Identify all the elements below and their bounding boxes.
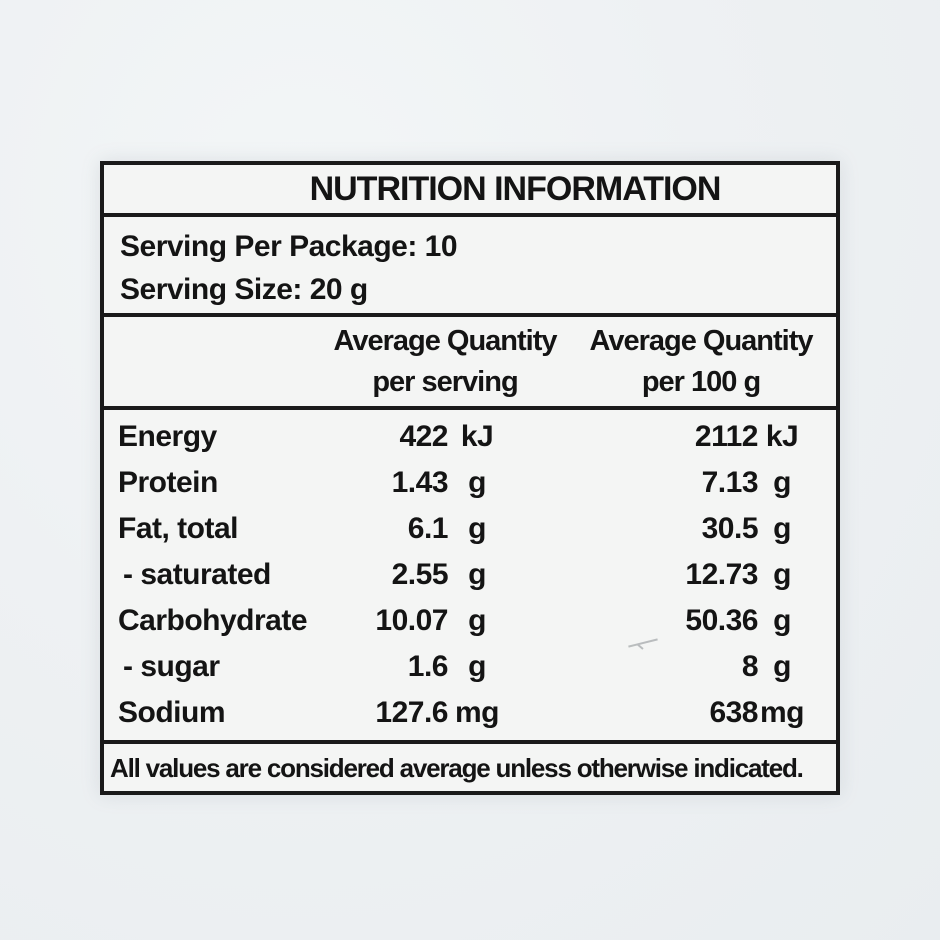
per-100g-unit: g bbox=[773, 512, 791, 545]
per-serving-value: 1.43 bbox=[391, 466, 449, 499]
serving-per-package: Serving Per Package: 10 bbox=[120, 230, 458, 263]
footnote-text: All values are considered average unless… bbox=[110, 753, 804, 783]
nutrient-row-fat-total: Fat, total 6.1 g 30.5 g bbox=[104, 506, 836, 552]
footnote-row: All values are considered average unless… bbox=[104, 744, 836, 791]
per-serving-value: 2.55 bbox=[391, 558, 449, 591]
per-100g-value: 8 bbox=[741, 650, 759, 683]
per-serving-unit: g bbox=[468, 512, 486, 545]
per-100g-value: 12.73 bbox=[685, 558, 758, 591]
per-serving-header-line1: Average Quantity bbox=[333, 325, 557, 357]
per-100g-unit: mg bbox=[760, 696, 805, 729]
per-serving-header-line2: per serving bbox=[372, 366, 518, 398]
nutrition-label: NUTRITION INFORMATION Serving Per Packag… bbox=[100, 161, 840, 795]
per-100g-value: 30.5 bbox=[701, 512, 759, 545]
nutrient-name: Energy bbox=[118, 420, 217, 453]
per-serving-unit: g bbox=[468, 558, 486, 591]
nutrient-row-sodium: Sodium 127.6 mg 638 mg bbox=[104, 690, 836, 736]
nutrient-row-carbohydrate: Carbohydrate 10.07 g 50.36 g bbox=[104, 598, 836, 644]
column-header-per-100g: Average Quantity per 100 g bbox=[589, 321, 813, 403]
nutrient-name: Fat, total bbox=[118, 512, 239, 545]
title-row: NUTRITION INFORMATION bbox=[104, 165, 836, 217]
per-serving-value: 127.6 bbox=[375, 696, 448, 729]
per-100g-header-line1: Average Quantity bbox=[589, 325, 813, 357]
per-100g-value: 7.13 bbox=[701, 466, 759, 499]
nutrient-table-body: Energy 422 kJ 2112 kJ Protein 1.43 g 7.1… bbox=[104, 410, 836, 744]
per-100g-value: 638 bbox=[709, 696, 758, 729]
serving-size: Serving Size: 20 g bbox=[120, 273, 368, 306]
nutrient-row-saturated: - saturated 2.55 g 12.73 g bbox=[104, 552, 836, 598]
per-100g-value: 50.36 bbox=[685, 604, 758, 637]
per-100g-unit: g bbox=[773, 650, 791, 683]
serving-info-section: Serving Per Package: 10 Serving Size: 20… bbox=[104, 217, 836, 317]
nutrient-name: Carbohydrate bbox=[118, 604, 308, 637]
per-100g-unit: kJ bbox=[765, 420, 799, 453]
per-serving-unit: mg bbox=[455, 696, 500, 729]
per-serving-unit: g bbox=[468, 466, 486, 499]
nutrient-row-energy: Energy 422 kJ 2112 kJ bbox=[104, 414, 836, 460]
per-100g-header-line2: per 100 g bbox=[641, 366, 761, 398]
per-serving-value: 10.07 bbox=[375, 604, 448, 637]
nutrient-name: Sodium bbox=[118, 696, 226, 729]
per-serving-value: 422 bbox=[399, 420, 448, 453]
per-serving-value: 6.1 bbox=[407, 512, 449, 545]
nutrient-name: - sugar bbox=[123, 650, 220, 683]
nutrient-row-sugar: - sugar 1.6 g 8 g bbox=[104, 644, 836, 690]
per-serving-unit: kJ bbox=[460, 420, 494, 453]
per-100g-value: 2112 bbox=[694, 420, 759, 453]
column-header-per-serving: Average Quantity per serving bbox=[333, 321, 557, 403]
per-100g-unit: g bbox=[773, 466, 791, 499]
label-title: NUTRITION INFORMATION bbox=[309, 170, 722, 208]
nutrient-row-protein: Protein 1.43 g 7.13 g bbox=[104, 460, 836, 506]
per-serving-unit: g bbox=[468, 604, 486, 637]
nutrient-name: Protein bbox=[118, 466, 218, 499]
per-100g-unit: g bbox=[773, 558, 791, 591]
column-headers-row: Average Quantity per serving Average Qua… bbox=[104, 317, 836, 410]
per-serving-value: 1.6 bbox=[407, 650, 449, 683]
per-serving-unit: g bbox=[468, 650, 486, 683]
per-100g-unit: g bbox=[773, 604, 791, 637]
nutrient-name: - saturated bbox=[123, 558, 271, 591]
